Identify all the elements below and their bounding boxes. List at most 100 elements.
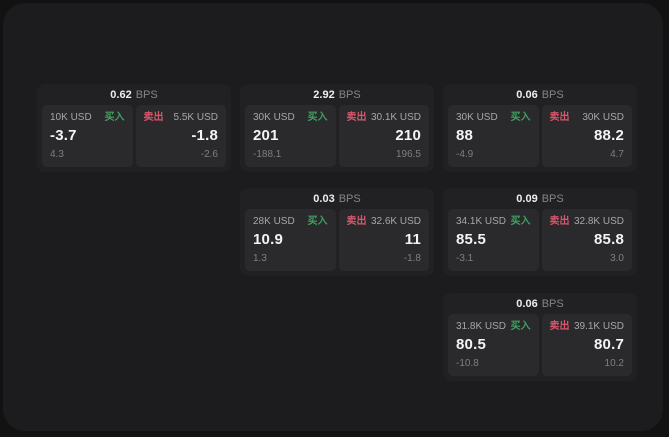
- sell-quote-tile[interactable]: 卖出 5.5K USD -1.8 -2.6: [135, 105, 226, 167]
- buy-delta-value: 1.3: [253, 253, 267, 264]
- bps-unit-label: BPS: [135, 88, 158, 101]
- sell-delta-value: 3.0: [610, 253, 624, 264]
- sell-size-label: 30.1K USD: [370, 112, 421, 123]
- sell-price-value: 11: [404, 231, 421, 248]
- quote-card: 0.03 BPS 28K USD 买入 10.9 1.3 卖出 32.6K US…: [240, 188, 434, 276]
- card-header: 2.92 BPS: [240, 84, 434, 105]
- buy-price-value: 85.5: [456, 231, 486, 248]
- buy-quote-tile[interactable]: 30K USD 买入 201 -188.1: [245, 105, 336, 167]
- buy-tile-header: 30K USD 买入: [456, 112, 531, 124]
- quote-card: 2.92 BPS 30K USD 买入 201 -188.1 卖出 30.1K …: [240, 84, 434, 172]
- sell-side-label: 卖出: [549, 216, 570, 227]
- card-header: 0.06 BPS: [443, 293, 637, 314]
- quote-subpanels: 28K USD 买入 10.9 1.3 卖出 32.6K USD 11 -1.8: [245, 209, 429, 271]
- quote-subpanels: 31.8K USD 买入 80.5 -10.8 卖出 39.1K USD 80.…: [448, 314, 632, 376]
- buy-tile-header: 10K USD 买入: [50, 112, 125, 124]
- card-header: 0.03 BPS: [240, 188, 434, 209]
- sell-delta-value: 10.2: [604, 358, 624, 369]
- bps-unit-label: BPS: [338, 192, 361, 205]
- sell-quote-tile[interactable]: 卖出 30K USD 88.2 4.7: [541, 105, 632, 167]
- sell-quote-tile[interactable]: 卖出 32.6K USD 11 -1.8: [338, 209, 429, 271]
- bps-unit-label: BPS: [338, 88, 361, 101]
- buy-side-label: 买入: [307, 112, 328, 123]
- buy-price-value: 10.9: [253, 231, 283, 248]
- buy-tile-header: 31.8K USD 买入: [456, 321, 531, 333]
- buy-size-label: 10K USD: [50, 112, 92, 123]
- buy-size-label: 30K USD: [456, 112, 498, 123]
- sell-price-value: 210: [395, 127, 421, 144]
- buy-price-value: 201: [253, 127, 279, 144]
- bps-unit-label: BPS: [541, 192, 564, 205]
- sell-size-label: 32.8K USD: [573, 216, 624, 227]
- buy-delta-value: -3.1: [456, 253, 474, 264]
- buy-quote-tile[interactable]: 34.1K USD 买入 85.5 -3.1: [448, 209, 539, 271]
- quote-card: 0.62 BPS 10K USD 买入 -3.7 4.3 卖出 5.5K USD…: [37, 84, 231, 172]
- card-header: 0.09 BPS: [443, 188, 637, 209]
- buy-quote-tile[interactable]: 31.8K USD 买入 80.5 -10.8: [448, 314, 539, 376]
- sell-tile-header: 卖出 30K USD: [550, 112, 625, 124]
- buy-side-label: 买入: [104, 112, 125, 123]
- sell-quote-tile[interactable]: 卖出 32.8K USD 85.8 3.0: [541, 209, 632, 271]
- buy-size-label: 34.1K USD: [456, 216, 507, 227]
- buy-delta-value: -4.9: [456, 149, 474, 160]
- buy-quote-tile[interactable]: 28K USD 买入 10.9 1.3: [245, 209, 336, 271]
- sell-size-label: 32.6K USD: [370, 216, 421, 227]
- sell-price-value: -1.8: [191, 127, 218, 144]
- buy-price-value: 88: [456, 127, 474, 144]
- sell-side-label: 卖出: [143, 112, 164, 123]
- sell-price-value: 80.7: [594, 336, 624, 353]
- sell-price-value: 88.2: [594, 127, 624, 144]
- bps-spread-value: 0.09: [516, 192, 538, 205]
- sell-delta-value: 196.5: [395, 149, 421, 160]
- buy-size-label: 28K USD: [253, 216, 295, 227]
- sell-quote-tile[interactable]: 卖出 39.1K USD 80.7 10.2: [541, 314, 632, 376]
- quote-subpanels: 34.1K USD 买入 85.5 -3.1 卖出 32.8K USD 85.8…: [448, 209, 632, 271]
- buy-price-value: -3.7: [50, 127, 77, 144]
- quote-card: 0.06 BPS 31.8K USD 买入 80.5 -10.8 卖出 39.1…: [443, 293, 637, 381]
- sell-tile-header: 卖出 5.5K USD: [144, 112, 219, 124]
- buy-side-label: 买入: [510, 112, 531, 123]
- buy-side-label: 买入: [510, 216, 531, 227]
- quote-card: 0.06 BPS 30K USD 买入 88 -4.9 卖出 30K USD 8…: [443, 84, 637, 172]
- buy-delta-value: -10.8: [456, 358, 479, 369]
- buy-tile-header: 34.1K USD 买入: [456, 216, 531, 228]
- buy-side-label: 买入: [307, 216, 328, 227]
- quote-subpanels: 30K USD 买入 88 -4.9 卖出 30K USD 88.2 4.7: [448, 105, 632, 167]
- buy-side-label: 买入: [510, 321, 531, 332]
- bps-unit-label: BPS: [541, 297, 564, 310]
- sell-delta-value: 4.7: [610, 149, 624, 160]
- sell-side-label: 卖出: [346, 216, 367, 227]
- quote-subpanels: 10K USD 买入 -3.7 4.3 卖出 5.5K USD -1.8 -2.…: [42, 105, 226, 167]
- sell-tile-header: 卖出 32.6K USD: [347, 216, 422, 228]
- sell-delta-value: -2.6: [200, 149, 218, 160]
- bps-spread-value: 0.06: [516, 88, 538, 101]
- sell-size-label: 39.1K USD: [573, 321, 624, 332]
- buy-size-label: 31.8K USD: [456, 321, 507, 332]
- quote-card: 0.09 BPS 34.1K USD 买入 85.5 -3.1 卖出 32.8K…: [443, 188, 637, 276]
- buy-quote-tile[interactable]: 30K USD 买入 88 -4.9: [448, 105, 539, 167]
- sell-tile-header: 卖出 32.8K USD: [550, 216, 625, 228]
- sell-price-value: 85.8: [594, 231, 624, 248]
- buy-delta-value: 4.3: [50, 149, 64, 160]
- bps-spread-value: 0.03: [313, 192, 335, 205]
- sell-delta-value: -1.8: [403, 253, 421, 264]
- card-header: 0.06 BPS: [443, 84, 637, 105]
- sell-side-label: 卖出: [549, 321, 570, 332]
- buy-price-value: 80.5: [456, 336, 486, 353]
- sell-side-label: 卖出: [346, 112, 367, 123]
- bps-spread-value: 0.06: [516, 297, 538, 310]
- buy-size-label: 30K USD: [253, 112, 295, 123]
- sell-side-label: 卖出: [549, 112, 570, 123]
- buy-tile-header: 30K USD 买入: [253, 112, 328, 124]
- sell-tile-header: 卖出 39.1K USD: [550, 321, 625, 333]
- bps-spread-value: 2.92: [313, 88, 335, 101]
- bps-spread-value: 0.62: [110, 88, 132, 101]
- buy-delta-value: -188.1: [253, 149, 282, 160]
- sell-tile-header: 卖出 30.1K USD: [347, 112, 422, 124]
- sell-quote-tile[interactable]: 卖出 30.1K USD 210 196.5: [338, 105, 429, 167]
- quote-subpanels: 30K USD 买入 201 -188.1 卖出 30.1K USD 210 1…: [245, 105, 429, 167]
- buy-tile-header: 28K USD 买入: [253, 216, 328, 228]
- bps-unit-label: BPS: [541, 88, 564, 101]
- buy-quote-tile[interactable]: 10K USD 买入 -3.7 4.3: [42, 105, 133, 167]
- sell-size-label: 5.5K USD: [173, 112, 218, 123]
